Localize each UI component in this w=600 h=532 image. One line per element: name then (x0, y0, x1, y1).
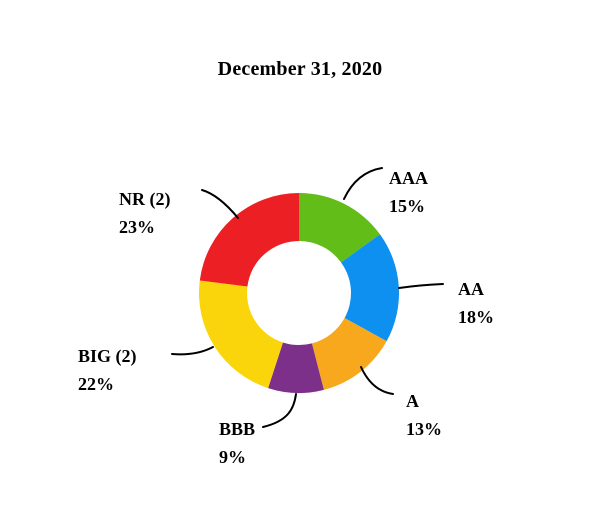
leader-line-aa (398, 283, 444, 289)
slice-big-2 (199, 280, 283, 389)
slice-label-text: A (406, 391, 419, 411)
slice-percent-text: 22% (78, 374, 114, 394)
slice-label-nr-2: NR (2) 23% (119, 185, 171, 241)
slice-label-text: AA (458, 279, 484, 299)
slice-label-aaa: AAA 15% (389, 164, 428, 220)
slice-percent-text: 23% (119, 217, 155, 237)
chart-title: December 31, 2020 (217, 58, 383, 80)
leader-line-bbb (262, 393, 297, 428)
slice-bbb (268, 342, 324, 394)
slice-label-text: BIG (2) (78, 346, 137, 366)
slice-label-a: A 13% (406, 387, 442, 443)
slice-aa (341, 234, 400, 342)
slice-label-aa: AA 18% (458, 275, 494, 331)
slice-nr-2 (199, 193, 299, 287)
slice-label-big-2: BIG (2) 22% (78, 342, 137, 398)
slice-percent-text: 18% (458, 307, 494, 327)
slice-percent-text: 9% (219, 447, 246, 467)
slice-label-text: NR (2) (119, 189, 171, 209)
slice-label-text: AAA (389, 168, 428, 188)
slice-percent-text: 13% (406, 419, 442, 439)
slice-aaa (299, 193, 380, 263)
slice-a (311, 318, 387, 390)
leader-line-big-2 (171, 346, 214, 356)
slice-label-bbb: BBB 9% (219, 415, 255, 471)
slice-percent-text: 15% (389, 196, 425, 216)
slice-label-text: BBB (219, 419, 256, 439)
leader-line-aaa (343, 167, 383, 200)
leader-line-a (360, 366, 394, 395)
leader-line-nr-2 (201, 189, 239, 219)
